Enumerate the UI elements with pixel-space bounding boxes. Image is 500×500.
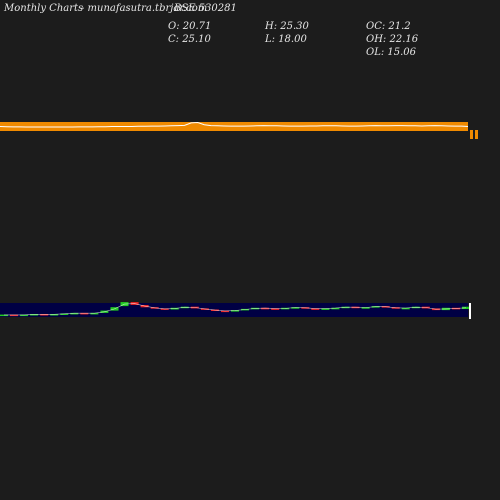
- candle: [311, 308, 320, 310]
- candle-panel-bg: [0, 303, 468, 317]
- candle-panel: [0, 302, 471, 319]
- price-panel: [0, 121, 478, 139]
- candle: [321, 308, 330, 310]
- candle-marker: [469, 303, 471, 319]
- close-value: C: 25.10: [168, 34, 211, 45]
- ol-value: OL: 15.06: [366, 47, 417, 58]
- candle: [401, 307, 410, 310]
- candle: [0, 314, 8, 317]
- candle: [10, 314, 18, 317]
- candle: [221, 310, 229, 313]
- price-marker: [475, 130, 478, 139]
- candle: [30, 314, 39, 316]
- candle: [291, 307, 300, 309]
- open-value: O: 20.71: [168, 21, 212, 32]
- candle: [271, 308, 280, 310]
- candle-trend-line: [4, 303, 467, 316]
- candle: [20, 314, 29, 317]
- price-marker: [470, 130, 473, 139]
- candle: [80, 312, 89, 315]
- low-value: L: 18.00: [265, 34, 307, 45]
- candle: [40, 314, 49, 316]
- oh-value: OH: 22.16: [366, 34, 419, 45]
- candle: [60, 313, 69, 315]
- candle: [331, 307, 340, 310]
- candle: [261, 307, 270, 310]
- site-label: - munafasutra.tbrjar.com: [81, 3, 208, 14]
- candle: [361, 307, 370, 309]
- candle: [90, 312, 99, 315]
- candle: [70, 312, 79, 315]
- symbol-label: BSE 530281: [174, 3, 237, 14]
- price-line: [0, 121, 469, 128]
- chart-title: Monthly Charts: [4, 3, 84, 14]
- candle: [50, 314, 59, 316]
- oc-value: OC: 21.2: [366, 21, 411, 32]
- high-value: H: 25.30: [265, 21, 309, 32]
